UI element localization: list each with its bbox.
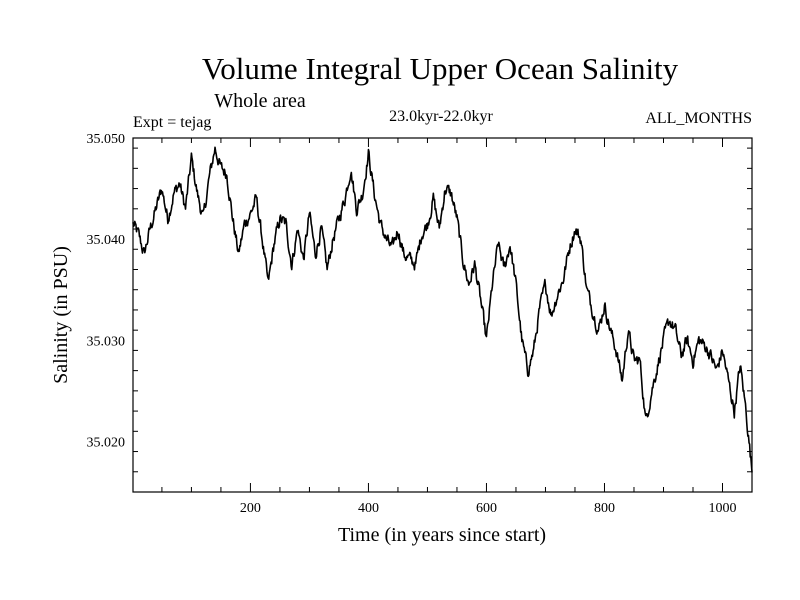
x-tick-label: 800 [594, 501, 615, 516]
y-tick-label: 35.040 [87, 233, 126, 248]
chart-subtitle: Whole area [214, 90, 306, 112]
series-line-salinity [132, 146, 753, 473]
x-tick-label: 600 [476, 501, 497, 516]
x-axis-label: Time (in years since start) [338, 524, 546, 546]
period-label: 23.0kyr-22.0kyr [389, 108, 493, 125]
months-label: ALL_MONTHS [645, 110, 752, 127]
x-tick-label: 1000 [708, 501, 736, 516]
y-tick-label: 35.020 [87, 435, 126, 450]
plot-frame [132, 137, 753, 493]
plot-area [132, 146, 753, 473]
y-axis-label: Salinity (in PSU) [50, 246, 72, 384]
y-tick-label: 35.050 [87, 132, 126, 147]
x-tick-label: 400 [358, 501, 379, 516]
x-axis: 200 400 600 800 1000 [161, 138, 753, 516]
experiment-label: Expt = tejag [133, 114, 211, 131]
y-axis: 35.020 35.030 35.040 35.050 [87, 132, 752, 493]
y-tick-label: 35.030 [87, 334, 126, 349]
chart-title: Volume Integral Upper Ocean Salinity [202, 51, 679, 86]
x-tick-label: 200 [240, 501, 261, 516]
